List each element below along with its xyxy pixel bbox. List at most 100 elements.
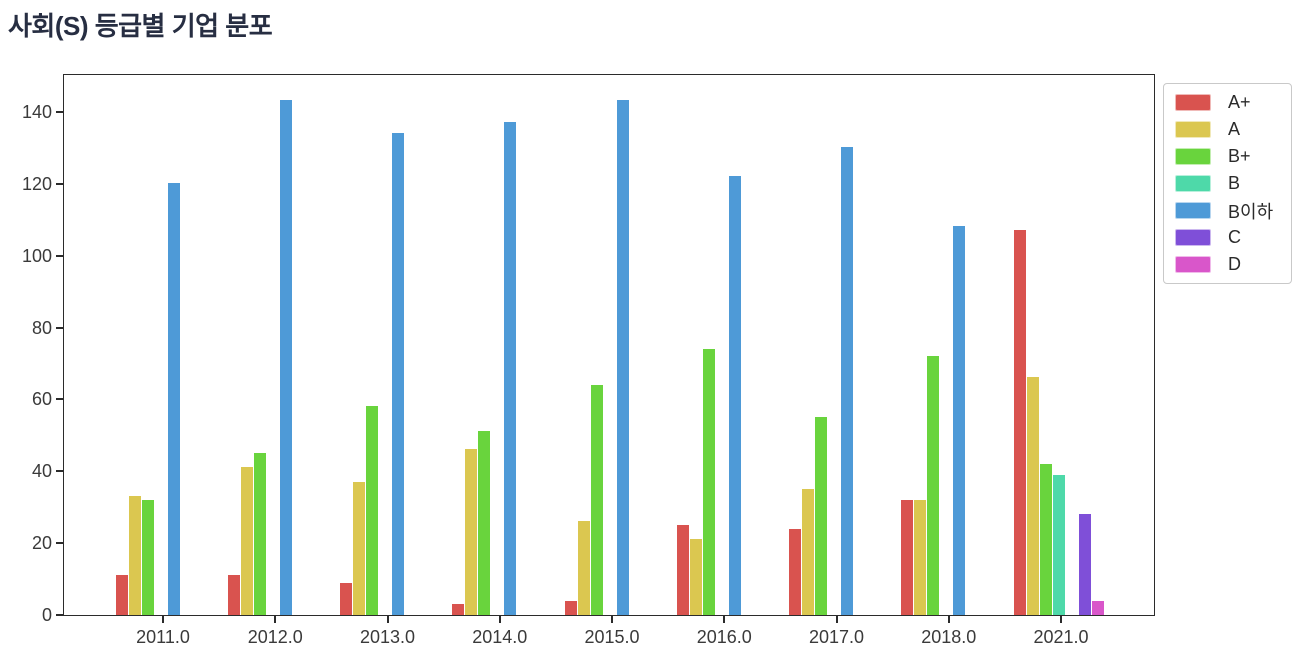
- y-tick-mark: [56, 542, 64, 545]
- bar-slot: [676, 75, 689, 615]
- legend-label: C: [1228, 227, 1241, 247]
- bar-B+-2011.0: [141, 499, 154, 615]
- bar-slot: [590, 75, 603, 615]
- legend-label: A+: [1228, 92, 1251, 112]
- bar-slot: [802, 75, 815, 615]
- bar-slot: [530, 75, 543, 615]
- bar-slot: [452, 75, 465, 615]
- bar-slot: [642, 75, 655, 615]
- bar-slot: [353, 75, 366, 615]
- bar-slot: [1078, 75, 1091, 615]
- bar-slot: [841, 75, 854, 615]
- bar-slot: [266, 75, 279, 615]
- legend-swatch-icon: [1175, 121, 1211, 138]
- bar-slot: [828, 75, 841, 615]
- bar-slot: [517, 75, 530, 615]
- bar-A+-2011.0: [115, 575, 128, 615]
- bar-B이하-2017.0: [841, 147, 853, 615]
- bar-slot: [240, 75, 253, 615]
- bar-slot: [815, 75, 828, 615]
- bar-A+-2016.0: [676, 525, 689, 615]
- bar-group-2011.0: [115, 75, 206, 615]
- bar-group-2013.0: [340, 75, 431, 615]
- bar-slot: [966, 75, 979, 615]
- legend-swatch-icon: [1175, 94, 1211, 111]
- bar-slot: [504, 75, 517, 615]
- bar-B+-2013.0: [366, 406, 378, 615]
- bar-slot: [741, 75, 754, 615]
- bar-slot: [478, 75, 491, 615]
- bar-A-2017.0: [802, 489, 814, 615]
- bar-slot: [366, 75, 379, 615]
- x-tick-mark: [1060, 616, 1062, 623]
- legend-label: B+: [1228, 146, 1251, 166]
- bar-slot: [754, 75, 767, 615]
- bar-B+-2012.0: [253, 453, 266, 615]
- y-tick-label: 140: [21, 101, 52, 122]
- x-tick-label: 2015.0: [584, 627, 640, 647]
- bar-slot: [854, 75, 867, 615]
- bar-slot: [253, 75, 266, 615]
- y-tick-mark: [56, 326, 64, 329]
- bar-slot: [867, 75, 880, 615]
- bar-slot: [1026, 75, 1039, 615]
- y-tick-label: 40: [31, 461, 52, 482]
- y-tick-label: 120: [21, 173, 52, 194]
- bar-slot: [154, 75, 167, 615]
- legend-label: B: [1228, 173, 1241, 193]
- x-tick-mark: [162, 616, 164, 623]
- x-tick-label: 2013.0: [359, 627, 416, 647]
- bar-slot: [979, 75, 992, 615]
- bar-slot: [789, 75, 802, 615]
- bar-slot: [491, 75, 504, 615]
- legend-swatch-icon: [1175, 256, 1211, 273]
- bar-slot: [227, 75, 240, 615]
- bar-slot: [193, 75, 206, 615]
- bar-slot: [405, 75, 418, 615]
- bar-A-2021.0: [1026, 377, 1039, 615]
- chart-title: 사회(S) 등급별 기업 분포: [8, 11, 273, 41]
- x-tick-mark: [611, 616, 613, 623]
- bar-A-2014.0: [465, 449, 478, 615]
- legend-label: D: [1228, 254, 1241, 274]
- bar-B이하-2018.0: [953, 226, 966, 615]
- y-tick-label: 60: [31, 389, 52, 410]
- bar-A+-2018.0: [901, 499, 914, 615]
- bar-B-2021.0: [1052, 474, 1065, 615]
- bar-slot: [940, 75, 953, 615]
- bar-slot: [564, 75, 577, 615]
- bar-B+-2016.0: [702, 348, 715, 615]
- bar-slot: [167, 75, 180, 615]
- x-tick-label: 2014.0: [472, 627, 528, 647]
- legend-item-B+: B+: [1175, 146, 1285, 166]
- x-tick-mark: [498, 616, 501, 623]
- bar-group-2017.0: [789, 75, 880, 615]
- y-tick-mark: [56, 254, 64, 257]
- plot-box: [63, 74, 1155, 616]
- x-tick-label: 2012.0: [247, 627, 303, 647]
- bar-slot: [392, 75, 405, 615]
- bar-B이하-2011.0: [167, 183, 180, 615]
- bar-slot: [305, 75, 318, 615]
- x-tick-mark: [723, 616, 726, 623]
- bar-group-2016.0: [676, 75, 767, 615]
- legend: A+ A B+ B B이하 C D: [1163, 83, 1292, 284]
- x-tick-mark: [947, 616, 950, 623]
- legend-item-A: A: [1175, 119, 1285, 139]
- bar-slot: [128, 75, 141, 615]
- bar-B+-2017.0: [815, 417, 827, 615]
- bar-B이하-2015.0: [616, 100, 629, 615]
- bar-A+-2014.0: [452, 604, 465, 615]
- bar-slot: [340, 75, 353, 615]
- bar-A-2016.0: [689, 539, 702, 615]
- y-tick-mark: [56, 470, 64, 473]
- bar-C-2021.0: [1078, 514, 1091, 615]
- legend-swatch-icon: [1175, 202, 1211, 219]
- x-tick-mark: [835, 616, 838, 623]
- bar-B+-2015.0: [590, 384, 603, 615]
- bar-slot: [465, 75, 478, 615]
- bar-slot: [141, 75, 154, 615]
- bar-D-2021.0: [1091, 600, 1104, 615]
- bar-slot: [914, 75, 927, 615]
